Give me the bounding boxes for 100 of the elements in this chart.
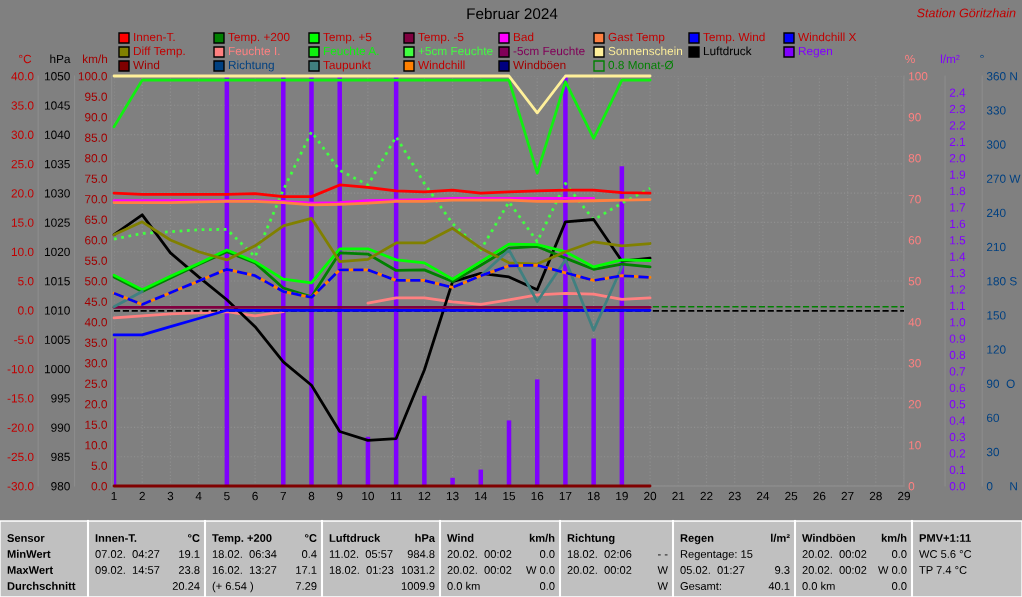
text: 09.02. 14:57 [95, 566, 160, 574]
x-tick-label: 6 [252, 491, 258, 501]
y3-tick-label: 75.0 [85, 174, 107, 183]
y2-tick-label: 1.6 [950, 219, 966, 228]
legend-label: Wind [133, 60, 160, 70]
y2-tick-label: 0.8 [949, 350, 966, 360]
y-tick-label: 20 [908, 400, 921, 409]
text: °C [305, 534, 317, 542]
text: 0.0 [891, 550, 907, 558]
x-tick-label: 21 [672, 491, 685, 501]
y3-tick-label: 45.0 [84, 297, 107, 306]
y2-tick-label: 2.4 [949, 88, 966, 97]
x-tick-label: 13 [446, 491, 459, 501]
x-tick-label: 12 [418, 491, 431, 501]
y-axis-title: °C [19, 54, 32, 64]
legend-label: Temp. -5 [418, 32, 464, 44]
y3-tick-label: 210 [986, 242, 1006, 252]
legend-label: Temp. +200 [228, 32, 290, 44]
legend-label: Innen-T. [134, 32, 175, 42]
y-tick-label: 70 [908, 195, 921, 204]
y3-tick-label: 180 S [987, 277, 1017, 286]
text: Innen-T. [95, 534, 137, 542]
text: 07.02. 04:27 [95, 550, 160, 558]
text: Windböen [802, 533, 855, 542]
series-label: Sonnenschein [608, 46, 683, 56]
legend-label: 0.8 Monat-Ø [608, 60, 674, 70]
text: 0.0 [891, 582, 907, 590]
y3-tick-label: 15.0 [85, 420, 107, 429]
y-tick-label: 0 [908, 482, 915, 491]
y2-tick-label: 0.5 [949, 400, 966, 409]
y-tick-label: 40.0 [11, 72, 34, 81]
y-tick-label: 20.0 [11, 189, 34, 198]
y3-axis-title: ° [980, 54, 984, 59]
y2-tick-label: 0.9 [949, 334, 966, 343]
y3-tick-label: 60.0 [85, 236, 107, 245]
y-tick-label: 50 [908, 277, 921, 286]
y-tick-label: 35.0 [11, 101, 34, 110]
text: Temp. +200 [212, 534, 272, 545]
y2-tick-label: 0.1 [949, 465, 966, 474]
y3-tick-label: 10.0 [85, 441, 107, 450]
y3-tick-label: 80.0 [85, 154, 107, 163]
y-tick-label: 5.0 [18, 277, 34, 286]
y2-tick-label: 1025 [44, 218, 70, 227]
text: MinWert [7, 549, 51, 558]
y2-tick-label: 1050 [44, 72, 70, 81]
text: 11.02. 05:57 [329, 550, 393, 558]
y2-tick-label: 0.4 [949, 416, 966, 425]
text: Feuchte A. [323, 46, 379, 56]
x-tick-label: 29 [898, 491, 911, 501]
x-tick-label: 3 [167, 491, 174, 501]
y-tick-label: 100 [909, 72, 928, 81]
text: W [657, 582, 668, 590]
x-tick-label: 19 [616, 491, 628, 501]
y2-tick-label: 1.4 [950, 252, 966, 261]
y-tick-label: -25.0 [7, 452, 34, 462]
y-tick-label: 15.0 [11, 218, 34, 227]
text: 0.0 [539, 550, 555, 558]
x-tick-label: 22 [700, 491, 713, 501]
x-tick-label: 9 [336, 491, 343, 501]
y2-tick-label: 1000 [44, 364, 70, 374]
text: (+ 6.54 ) [212, 581, 253, 593]
x-tick-label: 1 [111, 491, 117, 501]
legend-label: Gast Temp [608, 32, 665, 44]
y2-tick-label: 0.2 [949, 449, 966, 458]
y2-tick-label: 1.0 [950, 318, 966, 327]
y2-tick-label: 2.0 [949, 154, 966, 163]
text: Durchschnitt [7, 581, 76, 590]
text: 23.8 [178, 566, 200, 574]
y2-tick-label: 1.1 [950, 301, 966, 310]
y3-tick-label: 0 N [986, 482, 1017, 491]
text: Feuchte I. [228, 46, 280, 56]
legend-label: Temp. Wind [703, 32, 765, 44]
text: PMV+1:11 [919, 534, 971, 542]
y-tick-label: 25.0 [11, 159, 34, 169]
text: °C [188, 534, 200, 542]
y3-tick-label: 150 [987, 311, 1006, 320]
text: 17.1 [296, 566, 317, 574]
text: 0.0 km [802, 581, 835, 590]
text: TP 7.4 °C [919, 566, 967, 574]
text: - - [658, 554, 668, 556]
y2-tick-label: 1.5 [950, 236, 966, 245]
y-tick-label: 10 [909, 441, 921, 450]
legend-label: Richtung [228, 60, 274, 72]
text: 984.8 [407, 550, 435, 558]
y-tick-label: -30.0 [7, 482, 34, 491]
x-tick-label: 2 [139, 491, 145, 501]
x-tick-label: 18 [587, 491, 600, 501]
y2-axis-title: hPa [50, 54, 71, 64]
text: Gesamt: [680, 582, 721, 590]
y2-tick-label: 1045 [44, 101, 70, 110]
text: 20.02. 00:02 [447, 566, 512, 574]
y2-tick-label: 1.9 [950, 170, 966, 179]
y2-tick-label: 0.3 [949, 432, 966, 442]
text: 18.02. 06:34 [212, 550, 277, 558]
text: Regentage: 15 [680, 550, 753, 561]
text: 19.1 [179, 550, 200, 558]
x-tick-label: 7 [280, 491, 286, 501]
text: 1009.9 [401, 582, 435, 590]
x-tick-label: 28 [869, 491, 882, 501]
text: W [657, 566, 668, 574]
